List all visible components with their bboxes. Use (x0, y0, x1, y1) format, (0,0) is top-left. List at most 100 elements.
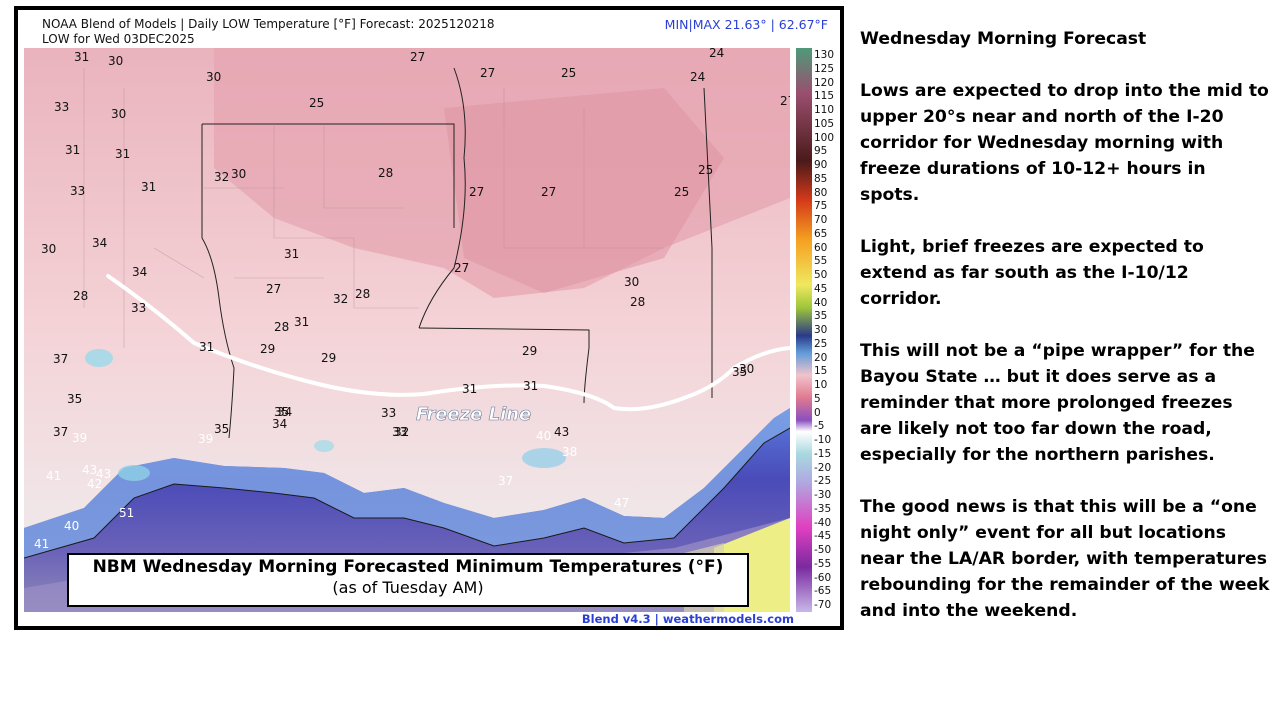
temperature-label: 37 (498, 474, 513, 488)
scale-label: 105 (814, 117, 835, 130)
temperature-label: 25 (561, 66, 576, 80)
temperature-label: 40 (64, 519, 79, 533)
temperature-label: 27 (541, 185, 556, 199)
temperature-label: 31 (74, 50, 89, 64)
temperature-label: 28 (355, 287, 370, 301)
temperature-label: 42 (87, 477, 102, 491)
temperature-label: 38 (562, 445, 577, 459)
scale-label: 115 (814, 90, 835, 103)
temperature-label: 35 (214, 422, 229, 436)
panel-paragraph-3: This will not be a “pipe wrapper” for th… (860, 341, 1255, 465)
temperature-label: 35 (67, 392, 82, 406)
scale-label: 75 (814, 200, 828, 213)
temperature-label: 32 (333, 292, 348, 306)
temperature-label: 30 (111, 107, 126, 121)
scale-label: 45 (814, 282, 828, 295)
temperature-labels: 3130302727252424273330253131323031282727… (34, 48, 790, 551)
scale-label: -40 (814, 516, 832, 529)
scale-label: -65 (814, 585, 832, 598)
map-credit: Blend v4.3 | weathermodels.com (581, 612, 794, 626)
temperature-label: 29 (321, 351, 336, 365)
temperature-label: 24 (709, 48, 724, 60)
temperature-label: 43 (96, 467, 111, 481)
temperature-label: 43 (554, 425, 569, 439)
temperature-label: 32 (394, 425, 409, 439)
scale-label: 120 (814, 76, 835, 89)
cyan-patch (522, 448, 566, 468)
temperature-label: 51 (119, 506, 134, 520)
scale-label: -5 (814, 420, 825, 433)
temperature-label: 27 (469, 185, 484, 199)
freeze-line (106, 274, 790, 412)
scale-label: 0 (814, 406, 821, 419)
temperature-label: 31 (523, 379, 538, 393)
temperature-label: 33 (392, 425, 407, 439)
temperature-label: 40 (536, 429, 551, 443)
scale-label: 20 (814, 351, 828, 364)
temperature-label: 32 (214, 170, 229, 184)
color-scale-bar (796, 48, 812, 612)
cyan-patch (314, 440, 334, 452)
temperature-label: 27 (780, 94, 790, 108)
color-scale-labels: 130 125 120 115 110 105 100 95 90 85 80 75 70 65 60 55 5… (814, 48, 844, 612)
map-min-max: MIN|MAX 21.63° | 62.67°F (664, 17, 828, 32)
panel-heading: Wednesday Morning Forecast (860, 29, 1147, 49)
scale-label: 30 (814, 324, 828, 337)
temperature-label: 29 (522, 344, 537, 358)
scale-label: 35 (814, 310, 828, 323)
temperature-label: 31 (284, 247, 299, 261)
temperature-label: 28 (630, 295, 645, 309)
temperature-label: 28 (378, 166, 393, 180)
scale-label: 65 (814, 227, 828, 240)
scale-label: 100 (814, 131, 835, 144)
coastline (24, 427, 790, 559)
scale-label: -25 (814, 475, 832, 488)
temperature-label: 25 (309, 96, 324, 110)
temperature-label: 27 (410, 50, 425, 64)
scale-label: -55 (814, 557, 832, 570)
temperature-label: 31 (115, 147, 130, 161)
state-borders (201, 67, 713, 439)
temperature-label: 31 (65, 143, 80, 157)
temperature-label: 43 (82, 463, 97, 477)
scale-label: 55 (814, 255, 828, 268)
panel-paragraph-1: Lows are expected to drop into the mid t… (860, 81, 1269, 205)
temperature-label: 34 (132, 265, 147, 279)
temperature-label: 37 (53, 425, 68, 439)
map-caption: NBM Wednesday Morning Forecasted Minimum… (67, 553, 749, 607)
scale-label: 80 (814, 186, 828, 199)
scale-label: 10 (814, 379, 828, 392)
temperature-label: 33 (70, 184, 85, 198)
forecast-text-panel: Wednesday Morning Forecast Lows are expe… (860, 26, 1270, 650)
temperature-label: 31 (294, 315, 309, 329)
freeze-line-label: Freeze Line (416, 404, 531, 425)
scale-label: -70 (814, 599, 832, 612)
caption-subtitle: (as of Tuesday AM) (332, 578, 484, 597)
scale-label: 70 (814, 214, 828, 227)
temperature-label: 39 (72, 431, 87, 445)
caption-title: NBM Wednesday Morning Forecasted Minimum… (92, 557, 724, 577)
temperature-map: Freeze Line 31 30 30 27 27 25 24 24 27 33 30 25 31 31… (24, 48, 790, 612)
temperature-label: 37 (53, 352, 68, 366)
scale-label: 50 (814, 269, 828, 282)
temperature-label: 30 (739, 362, 754, 376)
temperature-label: 29 (260, 342, 275, 356)
temperature-label: 27 (480, 66, 495, 80)
temperature-label: 30 (624, 275, 639, 289)
temperature-label: 27 (266, 282, 281, 296)
scale-label: 85 (814, 172, 828, 185)
scale-label: -10 (814, 434, 832, 447)
scale-label: 95 (814, 145, 828, 158)
scale-label: 90 (814, 159, 828, 172)
temperature-label: 39 (198, 432, 213, 446)
temperature-label: 34 (92, 236, 107, 250)
cyan-patch (118, 465, 150, 481)
temperature-label: 30 (231, 167, 246, 181)
scale-label: 60 (814, 241, 828, 254)
temperature-label: 25 (674, 185, 689, 199)
scale-label: -35 (814, 502, 832, 515)
temperature-label: 34 (277, 405, 292, 419)
scale-label: 15 (814, 365, 828, 378)
temperature-label: 33 (54, 100, 69, 114)
temperature-label: 30 (108, 54, 123, 68)
